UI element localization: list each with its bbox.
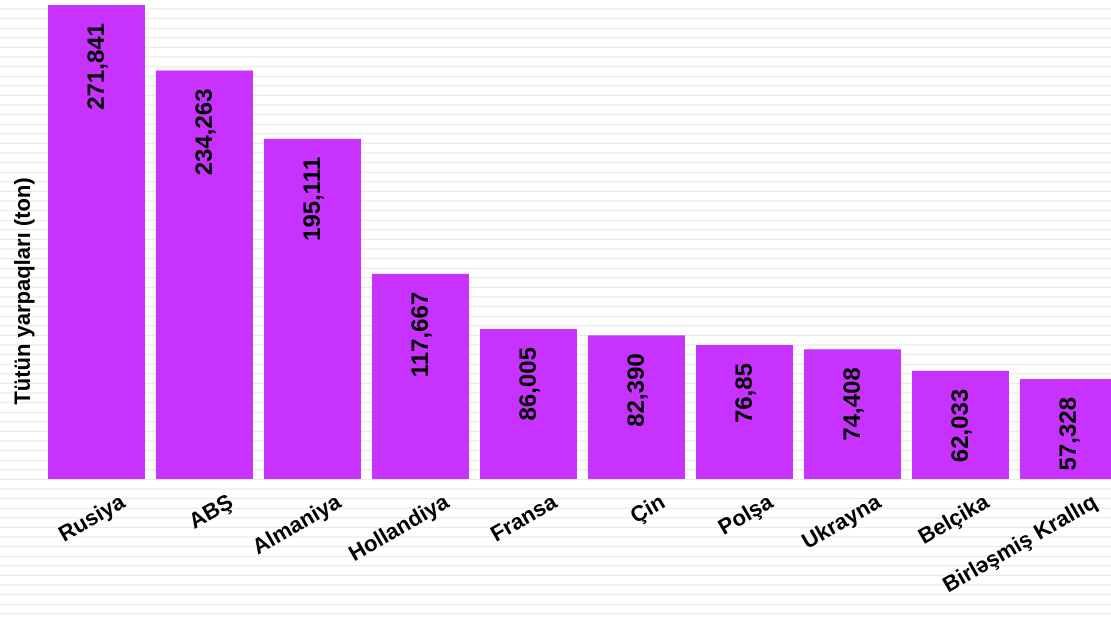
bar: [480, 329, 577, 479]
category-label: Çin: [626, 489, 669, 528]
bar: [804, 349, 901, 479]
category-label: Polşa: [714, 488, 778, 539]
category-label: ABŞ: [184, 489, 237, 534]
bar-value-label: 86,005: [515, 347, 542, 420]
bar-value-label: 195,111: [299, 157, 326, 241]
bar-value-label: 57,328: [1055, 397, 1082, 470]
value-labels: 271,841 234,263 195,111 117,667 86,005 82,390…: [83, 23, 1082, 470]
bar: [48, 5, 145, 479]
bar: [696, 344, 793, 479]
bar-value-label: 76,85: [731, 363, 758, 423]
y-axis-label: Tütün yarpaqları (ton): [10, 177, 35, 404]
bar: [912, 370, 1009, 479]
bar-value-label: 234,263: [191, 89, 218, 176]
bar-value-label: 271,841: [83, 23, 110, 110]
bar-value-label: 74,408: [839, 367, 866, 440]
category-label: Belçika: [914, 488, 994, 549]
bar: [588, 335, 685, 479]
bar-value-label: 82,390: [623, 353, 650, 426]
bar-value-label: 62,033: [947, 389, 974, 462]
category-labels: Rusiya ABŞ Almaniya Hollandiya Fransa Çin Polş…: [54, 488, 1101, 597]
bar-value-label: 117,667: [407, 292, 434, 377]
bar: [372, 273, 469, 479]
bar: [156, 70, 253, 479]
bar: [264, 138, 361, 480]
bars: [48, 5, 1111, 480]
bar: [1020, 379, 1111, 479]
